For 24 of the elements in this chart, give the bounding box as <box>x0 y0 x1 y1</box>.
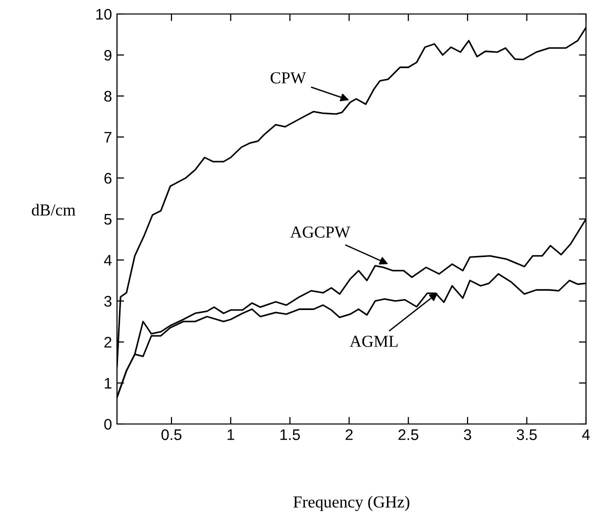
x-tick-label: 2.5 <box>398 429 418 440</box>
y-tick-label: 6 <box>104 172 112 184</box>
y-tick-label: 2 <box>104 336 112 348</box>
y-tick-label: 0 <box>104 418 112 430</box>
y-tick-label: 7 <box>104 132 112 143</box>
x-tick-label: 0.5 <box>161 429 182 440</box>
x-tick-label: 4 <box>582 429 590 440</box>
annotation: AGCPW <box>290 226 350 238</box>
x-axis-title: Frequency (GHz) <box>293 496 410 512</box>
y-tick-label: 1 <box>104 378 112 389</box>
y-axis-title: dB/cm <box>32 204 76 216</box>
y-tick-label: 3 <box>104 296 112 307</box>
x-tick-label: 2 <box>346 429 353 440</box>
y-tick-label: 4 <box>104 255 112 266</box>
x-tick-label: 3 <box>464 429 472 440</box>
x-tick-label: 3.5 <box>516 429 537 440</box>
y-tick-label: 9 <box>104 50 112 61</box>
annotation: AGML <box>350 336 398 347</box>
x-tick-label: 1 <box>228 429 234 440</box>
y-tick-label: 8 <box>104 90 112 102</box>
x-tick-label: 1.5 <box>280 429 300 440</box>
annotation: CPW <box>270 72 306 84</box>
y-tick-label: 5 <box>104 214 112 225</box>
y-tick-label: 10 <box>96 8 112 20</box>
